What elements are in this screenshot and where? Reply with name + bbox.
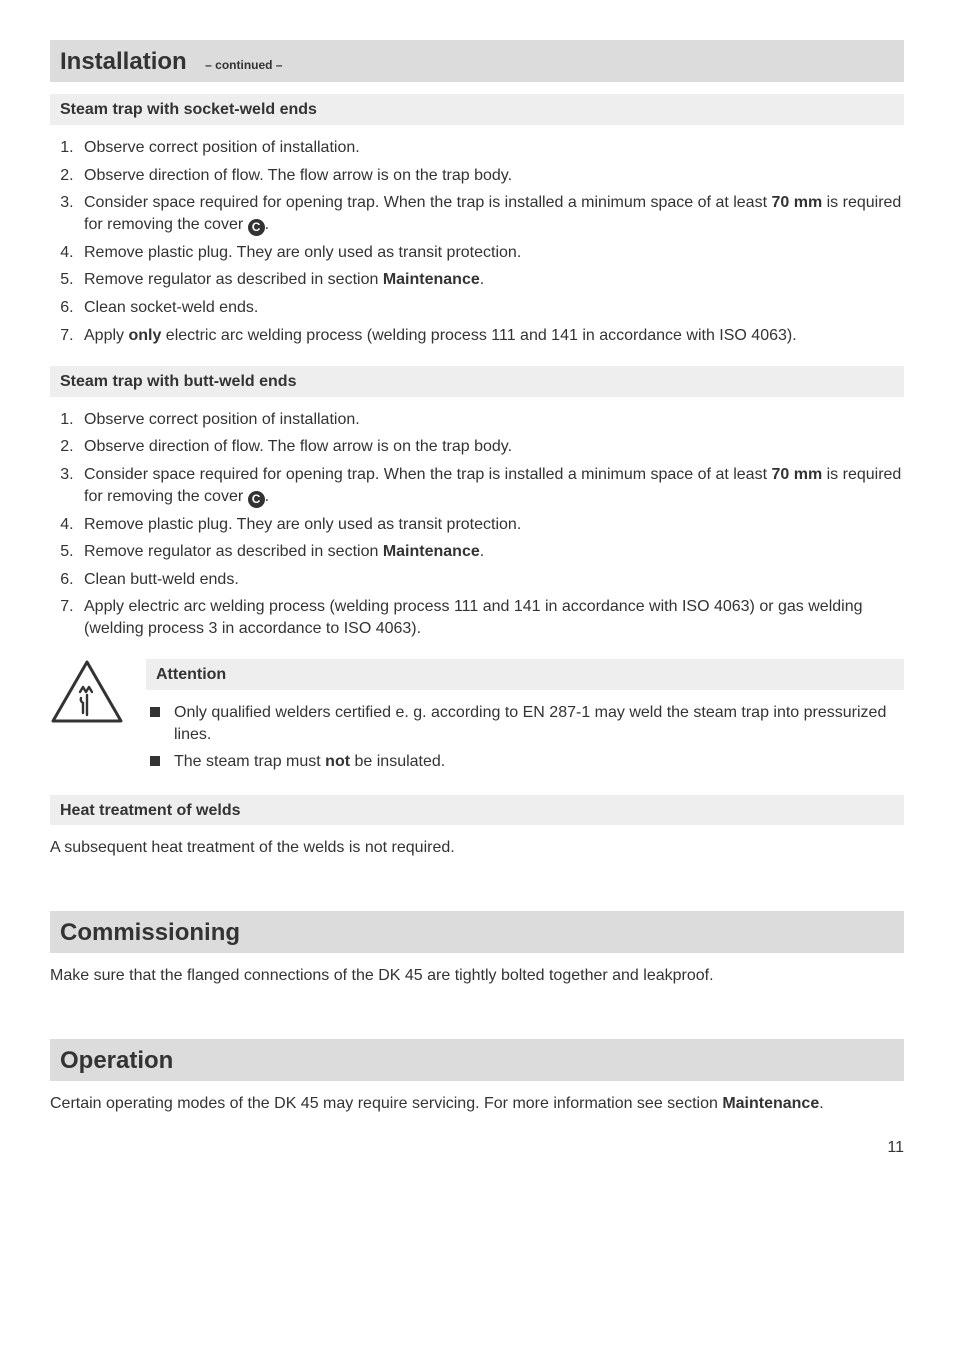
attention-heading: Attention xyxy=(146,659,904,690)
attention-content: Attention Only qualified welders certifi… xyxy=(146,659,904,786)
attention-bullets: Only qualified welders certified e. g. a… xyxy=(146,702,904,773)
text: Certain operating modes of the DK 45 may… xyxy=(50,1095,722,1112)
operation-heading: Operation xyxy=(50,1039,904,1081)
list-item: Clean socket-weld ends. xyxy=(78,297,904,319)
attention-block: Attention Only qualified welders certifi… xyxy=(50,659,904,786)
list-item: Apply only electric arc welding process … xyxy=(78,325,904,347)
list-item: The steam trap must not be insulated. xyxy=(146,751,904,773)
text: Consider space required for opening trap… xyxy=(84,466,771,483)
bold-text: 70 mm xyxy=(771,194,822,211)
list-item: Observe direction of flow. The flow arro… xyxy=(78,165,904,187)
page-number: 11 xyxy=(50,1137,904,1159)
list-item: Clean butt-weld ends. xyxy=(78,569,904,591)
butt-heading: Steam trap with butt-weld ends xyxy=(50,366,904,397)
installation-title: Installation xyxy=(60,48,187,75)
text: . xyxy=(480,543,484,560)
installation-heading: Installation – continued – xyxy=(50,40,904,82)
text: The steam trap must xyxy=(174,753,325,770)
operation-title: Operation xyxy=(60,1047,173,1074)
text: Consider space required for opening trap… xyxy=(84,194,771,211)
socket-list: Observe correct position of installation… xyxy=(50,137,904,346)
list-item: Consider space required for opening trap… xyxy=(78,192,904,236)
list-item: Remove plastic plug. They are only used … xyxy=(78,514,904,536)
circled-letter-icon: C xyxy=(248,219,265,236)
butt-list: Observe correct position of installation… xyxy=(50,409,904,640)
text: . xyxy=(819,1095,823,1112)
text: be insulated. xyxy=(350,753,445,770)
text: electric arc welding process (welding pr… xyxy=(161,327,796,344)
bold-text: Maintenance xyxy=(383,271,480,288)
text: Remove regulator as described in section xyxy=(84,543,383,560)
commissioning-title: Commissioning xyxy=(60,919,240,946)
heat-body: A subsequent heat treatment of the welds… xyxy=(50,837,904,859)
continued-label: – continued – xyxy=(205,58,282,72)
text: . xyxy=(480,271,484,288)
list-item: Apply electric arc welding process (weld… xyxy=(78,596,904,639)
list-item: Remove regulator as described in section… xyxy=(78,541,904,563)
commissioning-body: Make sure that the flanged connections o… xyxy=(50,965,904,987)
heat-heading: Heat treatment of welds xyxy=(50,795,904,826)
text: Remove regulator as described in section xyxy=(84,271,383,288)
bold-text: only xyxy=(128,327,161,344)
list-item: Remove regulator as described in section… xyxy=(78,269,904,291)
commissioning-heading: Commissioning xyxy=(50,911,904,953)
list-item: Observe correct position of installation… xyxy=(78,409,904,431)
text: . xyxy=(265,488,269,505)
bold-text: not xyxy=(325,753,350,770)
socket-heading: Steam trap with socket-weld ends xyxy=(50,94,904,125)
list-item: Only qualified welders certified e. g. a… xyxy=(146,702,904,745)
bold-text: 70 mm xyxy=(771,466,822,483)
text: . xyxy=(265,216,269,233)
list-item: Consider space required for opening trap… xyxy=(78,464,904,508)
circled-letter-icon: C xyxy=(248,491,265,508)
operation-body: Certain operating modes of the DK 45 may… xyxy=(50,1093,904,1115)
list-item: Remove plastic plug. They are only used … xyxy=(78,242,904,264)
list-item: Observe direction of flow. The flow arro… xyxy=(78,436,904,458)
attention-triangle-icon xyxy=(50,659,124,725)
list-item: Observe correct position of installation… xyxy=(78,137,904,159)
bold-text: Maintenance xyxy=(383,543,480,560)
text: Apply xyxy=(84,327,128,344)
bold-text: Maintenance xyxy=(722,1095,819,1112)
